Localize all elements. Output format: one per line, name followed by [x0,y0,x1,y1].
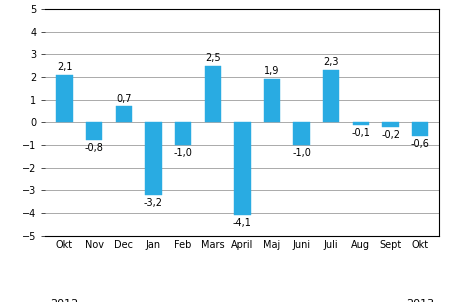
Bar [205,66,221,122]
Text: 2,3: 2,3 [323,57,339,67]
Text: -0,2: -0,2 [381,130,400,140]
Text: -0,8: -0,8 [85,143,104,153]
Text: 0,7: 0,7 [116,94,131,104]
Bar [323,70,339,122]
Bar [353,122,369,124]
Text: 2,1: 2,1 [57,62,72,72]
Bar [57,75,73,122]
Bar [412,122,428,136]
Text: 2013: 2013 [406,299,434,302]
Text: -1,0: -1,0 [173,148,193,158]
Text: -4,1: -4,1 [233,218,252,228]
Text: 1,9: 1,9 [264,66,280,76]
Bar [382,122,399,127]
Text: -1,0: -1,0 [292,148,311,158]
Text: -0,6: -0,6 [411,139,429,149]
Bar [86,122,102,140]
Text: 2012: 2012 [50,299,79,302]
Bar [234,122,251,215]
Bar [264,79,280,122]
Bar [145,122,162,195]
Bar [175,122,191,145]
Text: -0,1: -0,1 [352,127,370,137]
Text: -3,2: -3,2 [144,198,163,208]
Bar [294,122,310,145]
Text: 2,5: 2,5 [205,53,221,63]
Bar [116,107,132,122]
